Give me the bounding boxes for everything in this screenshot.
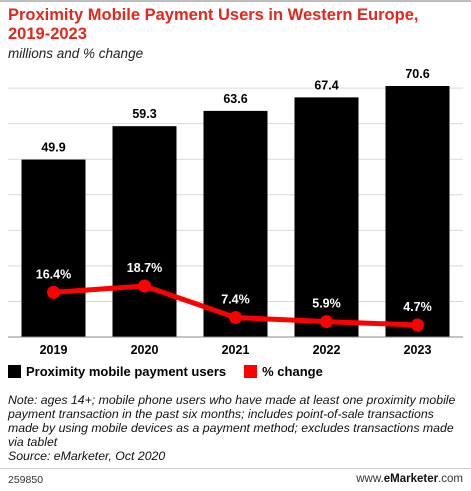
x-tick-label: 2019	[40, 343, 68, 357]
bar-value-label: 67.4	[314, 78, 338, 92]
bar-2023	[385, 86, 450, 337]
brand-prefix: www.	[356, 473, 384, 485]
legend-label-change: % change	[262, 364, 323, 379]
chart-title: Proximity Mobile Payment Users in Wester…	[8, 6, 419, 43]
x-tick-label: 2021	[222, 343, 250, 357]
bar-2021	[203, 110, 268, 337]
line-point-2020	[138, 279, 151, 293]
bar-2022	[294, 97, 359, 337]
legend-swatch-users	[8, 365, 21, 378]
line-value-label: 4.7%	[403, 300, 432, 314]
legend-label-users: Proximity mobile payment users	[26, 364, 227, 379]
bar-2020	[112, 126, 177, 337]
line-point-2021	[229, 310, 242, 324]
bar-value-label: 49.9	[41, 141, 65, 155]
note-block: Note: ages 14+; mobile phone users who h…	[8, 393, 466, 463]
top-rule	[0, 0, 471, 2]
chart-legend: Proximity mobile payment users % change	[8, 364, 341, 379]
x-tick-label: 2023	[404, 343, 432, 357]
chart-source: Source: eMarketer, Oct 2020	[8, 449, 166, 463]
line-value-label: 5.9%	[312, 297, 341, 311]
line-point-2023	[411, 318, 424, 332]
chart-note: Note: ages 14+; mobile phone users who h…	[8, 393, 456, 449]
brand-link[interactable]: www.eMarketer.com	[356, 473, 463, 485]
legend-swatch-change	[244, 365, 258, 378]
legend-item-change: % change	[244, 364, 323, 379]
line-point-2019	[47, 285, 60, 299]
bar-value-label: 63.6	[223, 92, 247, 106]
brand-suffix: .com	[438, 473, 463, 485]
line-value-label: 7.4%	[221, 292, 250, 306]
bar-value-label: 70.6	[405, 67, 429, 81]
chart-svg: 49.9 2019 59.3 2020 63.6 2021 67.4 2022 70.6 2023…	[8, 67, 463, 357]
chart-subtitle: millions and % change	[8, 46, 144, 61]
x-tick-label: 2020	[131, 343, 159, 357]
brand-name: eMarketer	[383, 473, 439, 485]
x-tick-label: 2022	[313, 343, 341, 357]
line-value-label: 16.4%	[36, 267, 71, 281]
footer-rule	[0, 468, 471, 469]
bar-2019	[21, 159, 86, 337]
chart-id: 259850	[8, 474, 44, 486]
line-value-label: 18.7%	[127, 261, 162, 275]
line-point-2022	[320, 315, 333, 329]
legend-item-users: Proximity mobile payment users	[8, 364, 226, 379]
bar-value-label: 59.3	[132, 107, 156, 121]
